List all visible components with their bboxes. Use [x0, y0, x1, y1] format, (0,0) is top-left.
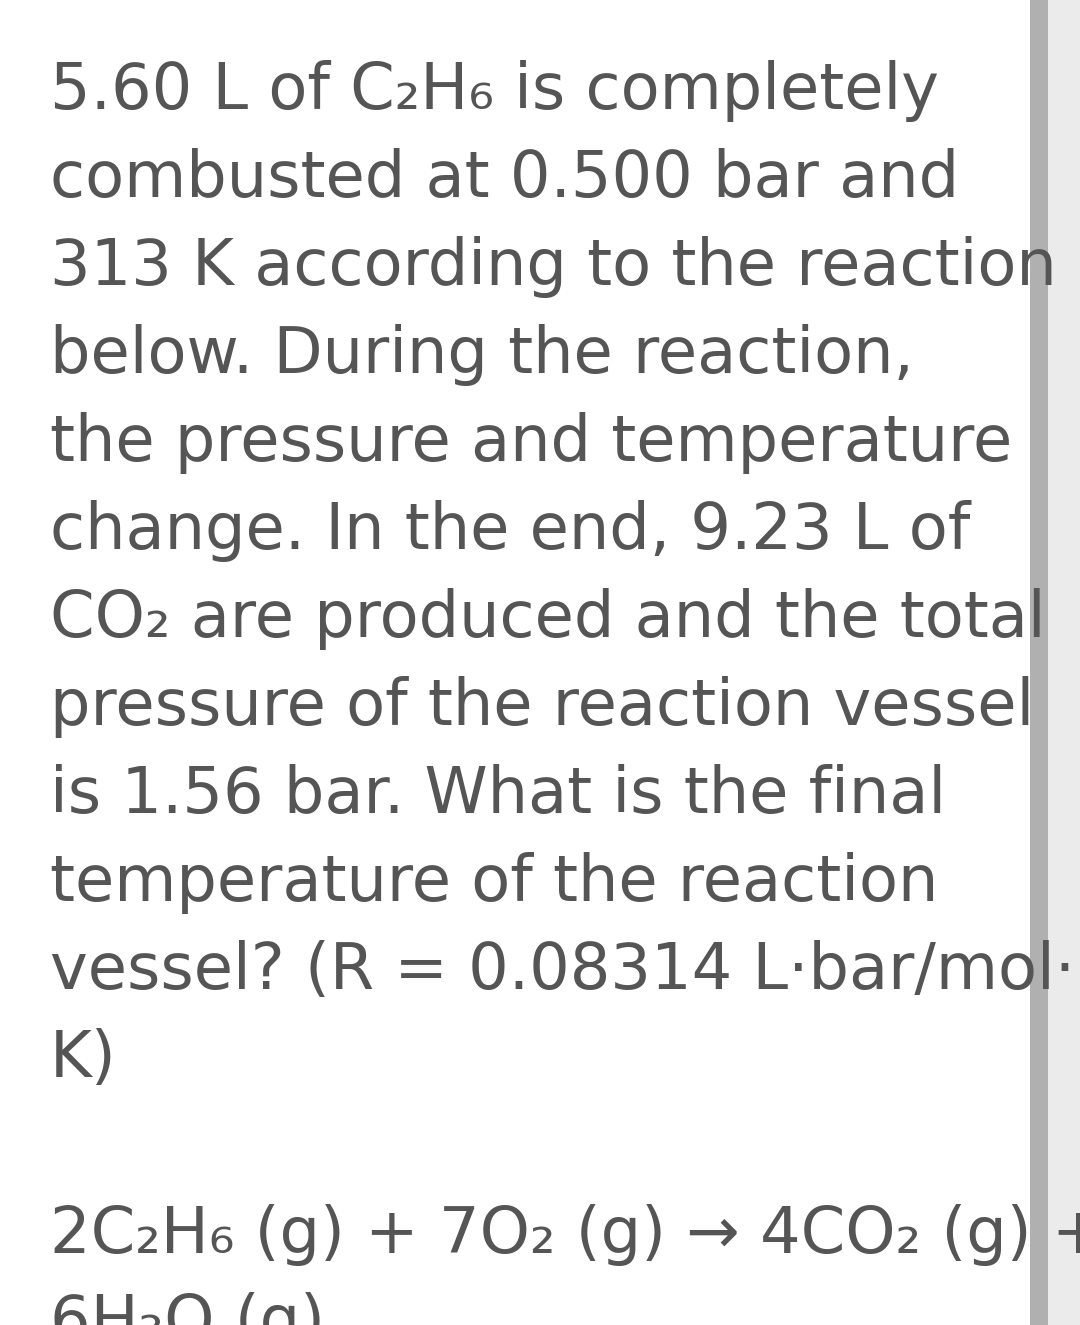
Text: K): K)	[50, 1028, 117, 1090]
Text: is 1.56 bar. What is the final: is 1.56 bar. What is the final	[50, 765, 946, 825]
Text: below. During the reaction,: below. During the reaction,	[50, 325, 914, 386]
Text: 2C₂H₆ (g) + 7O₂ (g) → 4CO₂ (g) +: 2C₂H₆ (g) + 7O₂ (g) → 4CO₂ (g) +	[50, 1204, 1080, 1265]
Text: change. In the end, 9.23 L of: change. In the end, 9.23 L of	[50, 500, 970, 562]
Text: temperature of the reaction: temperature of the reaction	[50, 852, 939, 914]
Text: the pressure and temperature: the pressure and temperature	[50, 412, 1012, 474]
Bar	[1030, 0, 1048, 1325]
Text: CO₂ are produced and the total: CO₂ are produced and the total	[50, 588, 1045, 651]
Text: 6H₂O (g): 6H₂O (g)	[50, 1292, 325, 1325]
Text: combusted at 0.500 bar and: combusted at 0.500 bar and	[50, 148, 959, 209]
Text: vessel? (R = 0.08314 L·bar/mol·: vessel? (R = 0.08314 L·bar/mol·	[50, 939, 1075, 1002]
Text: 313 K according to the reaction: 313 K according to the reaction	[50, 236, 1056, 298]
Text: pressure of the reaction vessel: pressure of the reaction vessel	[50, 676, 1035, 738]
Text: 5.60 L of C₂H₆ is completely: 5.60 L of C₂H₆ is completely	[50, 60, 939, 122]
